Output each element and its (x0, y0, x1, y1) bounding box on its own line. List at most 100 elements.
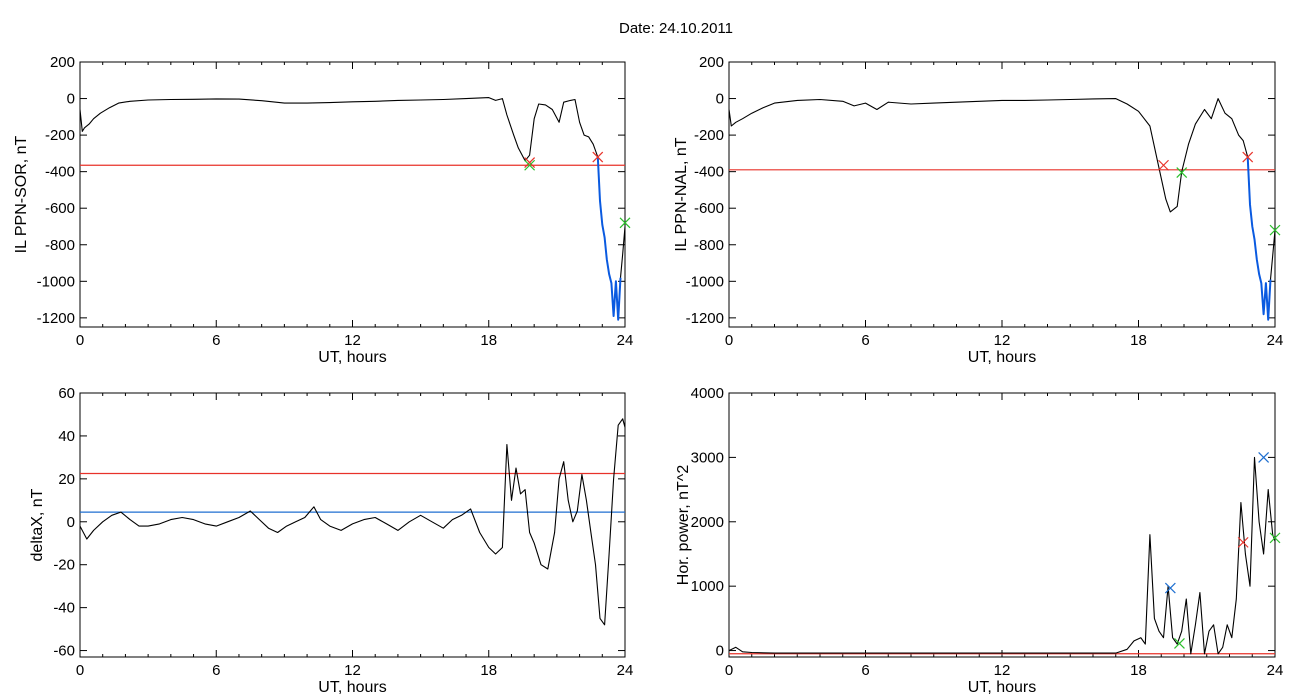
y-tick-label: -20 (53, 557, 75, 574)
marker-stroke (1258, 451, 1270, 463)
marker-stroke (1174, 638, 1185, 649)
panel-ppn-sor: 0 6 12 18 24 200 0 -200 -400 -600 -800 -1000 -1200 UT… (13, 54, 633, 366)
marker-x (1269, 224, 1281, 236)
marker-stroke (592, 151, 604, 163)
x-tick-label: 18 (480, 662, 497, 679)
x-tick-label: 12 (344, 332, 361, 349)
y-tick-label: -600 (45, 200, 75, 217)
panel-hor-power: 0 6 12 18 24 4000 3000 2000 1000 0 UT, hours Hor. p… (675, 385, 1283, 696)
y-tick-label: 1000 (691, 578, 724, 595)
marker-stroke (1158, 159, 1169, 171)
x-tick-label: 24 (617, 662, 634, 679)
marker-stroke (1237, 536, 1249, 548)
marker-stroke (1242, 151, 1254, 163)
series-line (729, 98, 1249, 213)
x-tick-label: 24 (617, 332, 634, 349)
plot-frame (79, 392, 626, 658)
series-line (619, 226, 625, 278)
y-tick-label: -200 (45, 127, 75, 144)
marker-stroke (524, 159, 536, 171)
y-axis-title: IL PPN-SOR, nT (13, 135, 30, 253)
y-axis-title: deltaX, nT (29, 488, 46, 561)
x-tick-label: 6 (861, 662, 869, 679)
y-tick-label: -1200 (686, 310, 724, 327)
panel-ppn-nal: 0 6 12 18 24 200 0 -200 -400 -600 -800 -1000 -1200 UT… (673, 54, 1283, 366)
series-line (1269, 230, 1275, 280)
marker-x (1258, 451, 1270, 463)
plot-frame (728, 61, 1276, 328)
y-tick-label: 0 (716, 643, 724, 660)
y-tick-label: -1000 (686, 273, 724, 290)
x-tick-label: 0 (76, 332, 84, 349)
marker-x (619, 217, 631, 229)
series-line (1246, 156, 1272, 321)
y-tick-label: 40 (58, 428, 75, 445)
y-tick-label: -1200 (37, 310, 75, 327)
x-axis-title: UT, hours (318, 349, 386, 366)
marker-stroke (1269, 224, 1281, 236)
y-tick-label: 20 (58, 471, 75, 488)
y-axis-title: IL PPN-NAL, nT (673, 137, 690, 251)
plot-frame (728, 392, 1276, 658)
x-tick-label: 12 (994, 662, 1011, 679)
x-tick-label: 6 (861, 332, 869, 349)
x-tick-label: 6 (212, 662, 220, 679)
marker-stroke (1176, 167, 1188, 178)
x-tick-label: 12 (994, 332, 1011, 349)
marker-x (1176, 167, 1188, 178)
y-tick-label: 200 (50, 54, 75, 71)
y-tick-label: -200 (694, 127, 724, 144)
marker-x (592, 151, 604, 163)
marker-x (1237, 536, 1249, 548)
panel-deltax: 0 6 12 18 24 60 40 20 0 -20 -40 -60 UT, hours deltaX,… (29, 385, 633, 696)
y-tick-label: -400 (45, 164, 75, 181)
series-line (80, 97, 599, 162)
marker-stroke (1269, 532, 1281, 544)
marker-stroke (524, 157, 536, 168)
x-tick-label: 6 (212, 332, 220, 349)
x-axis-title: UT, hours (968, 679, 1036, 696)
y-tick-label: -1000 (37, 273, 75, 290)
series-line (729, 456, 1275, 655)
y-tick-label: 3000 (691, 449, 724, 466)
marker-x (1158, 159, 1169, 171)
y-tick-label: 200 (699, 54, 724, 71)
plot-area (80, 418, 625, 626)
y-tick-label: 0 (716, 91, 724, 108)
marker-x (1164, 582, 1176, 594)
x-tick-label: 24 (1267, 332, 1284, 349)
y-tick-label: 0 (67, 514, 75, 531)
x-tick-label: 0 (725, 662, 733, 679)
x-tick-label: 18 (1130, 332, 1147, 349)
y-tick-label: -600 (694, 200, 724, 217)
x-tick-label: 18 (480, 332, 497, 349)
y-tick-label: -40 (53, 600, 75, 617)
y-tick-label: -800 (45, 237, 75, 254)
series-line (596, 156, 622, 321)
marker-x (524, 157, 536, 168)
marker-stroke (619, 217, 631, 229)
y-tick-label: 4000 (691, 385, 724, 402)
y-axis-title: Hor. power, nT^2 (675, 465, 692, 586)
plot-area (729, 98, 1275, 321)
marker-x (1174, 638, 1185, 649)
marker-stroke (1164, 582, 1176, 594)
y-tick-label: 0 (67, 91, 75, 108)
y-tick-label: -60 (53, 643, 75, 660)
x-tick-label: 24 (1267, 662, 1284, 679)
x-axis-title: UT, hours (968, 349, 1036, 366)
marker-x (1242, 151, 1254, 163)
x-tick-label: 0 (725, 332, 733, 349)
marker-x (524, 159, 536, 171)
y-tick-label: 60 (58, 385, 75, 402)
marker-x (1269, 532, 1281, 544)
series-line (80, 418, 625, 626)
x-tick-label: 0 (76, 662, 84, 679)
y-tick-label: -800 (694, 237, 724, 254)
x-axis-title: UT, hours (318, 679, 386, 696)
x-tick-label: 18 (1130, 662, 1147, 679)
y-tick-label: -400 (694, 164, 724, 181)
figure-title: Date: 24.10.2011 (619, 20, 733, 37)
plot-area (80, 97, 625, 321)
